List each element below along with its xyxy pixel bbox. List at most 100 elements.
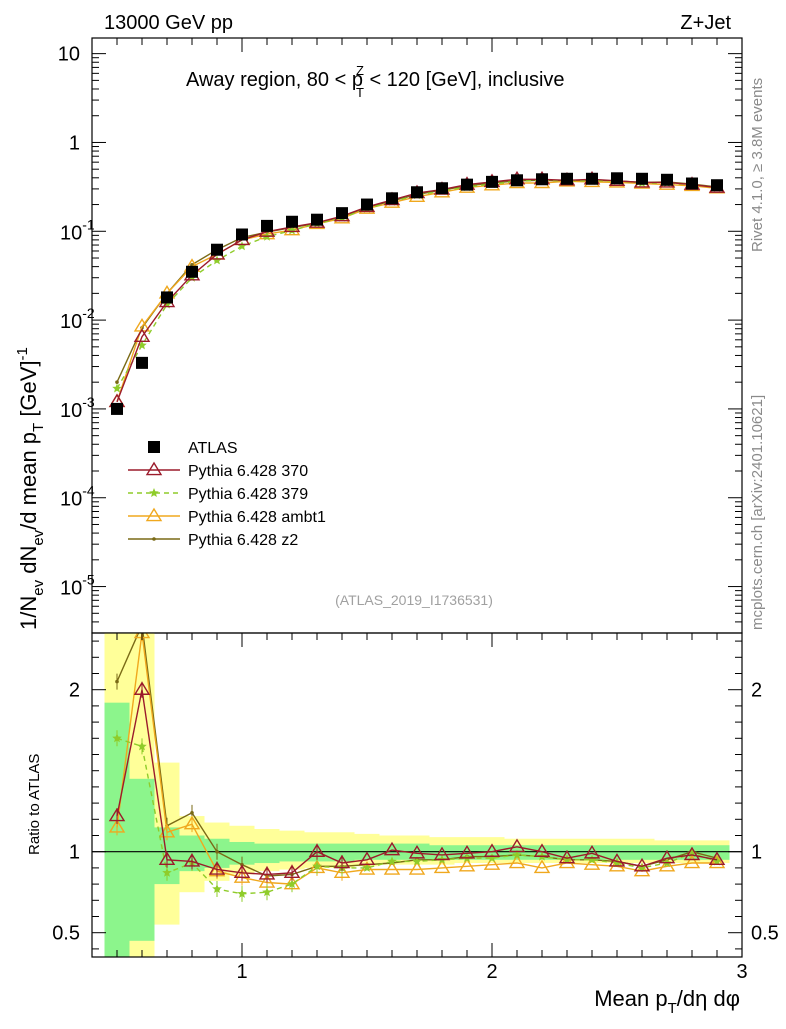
- ylabel-part-1: ev: [30, 579, 47, 595]
- series-line-ambt1: [116, 180, 718, 403]
- marker-atlas: [361, 198, 373, 211]
- series-ambt1: [108, 172, 726, 408]
- ratio-series-layer: [108, 623, 726, 902]
- marker-p379: [387, 856, 397, 866]
- marker-p370: [633, 857, 651, 872]
- marker-atlas: [561, 172, 573, 185]
- marker-ambt1: [383, 861, 401, 875]
- ratio-ytick-label: 0.5: [52, 923, 80, 945]
- main-ytick-label: 1: [69, 132, 80, 154]
- title-post: < 120 [GeV], inclusive: [364, 69, 565, 91]
- legend-marker-atlas: [148, 441, 160, 453]
- ratio-plot-area: [92, 633, 742, 957]
- legend-item-p370: Pythia 6.428 370: [128, 461, 308, 480]
- marker-atlas: [211, 243, 223, 256]
- legend-label-atlas: ATLAS: [188, 440, 238, 457]
- marker-atlas: [236, 228, 248, 241]
- uncertainty-bands: [104, 633, 730, 957]
- marker-atlas: [411, 186, 423, 199]
- ratio-ytick-label: 2: [69, 680, 80, 702]
- marker-ambt1: [583, 856, 601, 870]
- main-ytick-exp: -4: [82, 483, 95, 499]
- ylabel-part-5: T: [30, 423, 47, 432]
- marker-p379: [487, 853, 497, 863]
- marker-p379: [562, 854, 572, 864]
- marker-atlas: [186, 265, 198, 278]
- marker-p379: [612, 858, 622, 868]
- marker-ambt1: [533, 859, 551, 874]
- title-sup: Z: [356, 63, 364, 78]
- marker-atlas: [586, 172, 598, 185]
- ratio-frame: [91, 632, 743, 958]
- ratio-ytick-label-right: 2: [751, 680, 762, 702]
- band-green: [279, 843, 305, 862]
- series-z2: [115, 178, 719, 384]
- main-ytick-exp: -3: [82, 394, 95, 410]
- header-right-label: Z+Jet: [680, 12, 731, 34]
- marker-atlas: [311, 213, 323, 226]
- marker-ambt1: [708, 854, 726, 869]
- series-line-p370: [116, 178, 718, 403]
- main-title: Away region, 80 < pZ T < 120 [GeV], inclu…: [186, 63, 565, 100]
- marker-z2: [115, 380, 119, 384]
- marker-p370: [483, 843, 501, 857]
- side-mcplots-label: mcplots.cern.ch [arXiv:2401.10621]: [749, 395, 766, 630]
- marker-p379: [287, 225, 297, 235]
- band-green: [329, 843, 355, 862]
- legend-label-ambt1: Pythia 6.428 ambt1: [188, 509, 326, 526]
- main-axes: 10-5 10-4 10-3 10-2 10-1 1 10: [58, 37, 743, 634]
- marker-z2: [140, 623, 144, 627]
- marker-p370: [558, 849, 576, 864]
- marker-ambt1: [608, 857, 626, 872]
- ratio-ytick-label: 1: [69, 842, 80, 864]
- legend-marker-ambt1: [145, 507, 163, 522]
- marker-p379: [512, 849, 522, 859]
- marker-p370: [133, 328, 151, 342]
- marker-ambt1: [408, 861, 426, 875]
- main-ytick-label: 10-3: [60, 394, 95, 422]
- series-atlas: [111, 172, 723, 415]
- marker-ambt1: [483, 856, 501, 870]
- marker-atlas: [136, 356, 148, 369]
- title-sub: T: [356, 85, 364, 100]
- marker-p379: [162, 299, 172, 309]
- band-green: [629, 845, 655, 860]
- ylabel-part-0: 1/N: [16, 596, 41, 630]
- marker-atlas: [286, 215, 298, 228]
- marker-p379: [362, 862, 372, 872]
- ratio-ytick-label-right: 1: [751, 842, 762, 864]
- ratio-ytick-label-right: 0.5: [751, 923, 779, 945]
- marker-p370: [583, 844, 601, 859]
- band-green: [429, 845, 455, 860]
- main-ytick-label: 10: [58, 44, 80, 66]
- legend-label-p379: Pythia 6.428 379: [188, 486, 308, 503]
- series-line-p379: [116, 179, 718, 389]
- marker-ambt1: [558, 854, 576, 869]
- marker-p379: [212, 255, 222, 265]
- main-ytick-label: 10-1: [60, 216, 95, 244]
- ratio-axes: 1 2 30.5 0.51 12 2: [52, 632, 779, 983]
- ylabel-part-4: /d mean p: [16, 432, 41, 530]
- marker-p370: [433, 846, 451, 861]
- main-ytick-label: 10-2: [60, 305, 95, 333]
- marker-p379: [637, 862, 647, 872]
- marker-p379: [687, 848, 697, 858]
- marker-p370: [708, 851, 726, 866]
- marker-atlas: [486, 175, 498, 188]
- marker-p370: [383, 841, 401, 856]
- analysis-watermark: (ATLAS_2019_I1736531): [335, 592, 493, 608]
- side-rivet-label: Rivet 4.1.0, ≥ 3.8M events: [749, 78, 766, 252]
- marker-p379: [237, 241, 247, 251]
- ylabel-part-2: dN: [16, 546, 41, 580]
- marker-p370: [358, 851, 376, 866]
- main-ytick-exp: -2: [82, 305, 95, 321]
- series-p370: [108, 681, 726, 883]
- header-left-label: 13000 GeV pp: [104, 12, 233, 34]
- marker-p370: [658, 849, 676, 864]
- ratio-x-label: Mean pT/dη dφ: [594, 986, 740, 1017]
- band-green: [254, 843, 280, 864]
- ratio-xtick-label: 2: [486, 961, 497, 983]
- legend-marker-p370: [145, 461, 163, 476]
- marker-atlas: [336, 207, 348, 220]
- main-ytick-exp: -1: [82, 216, 95, 232]
